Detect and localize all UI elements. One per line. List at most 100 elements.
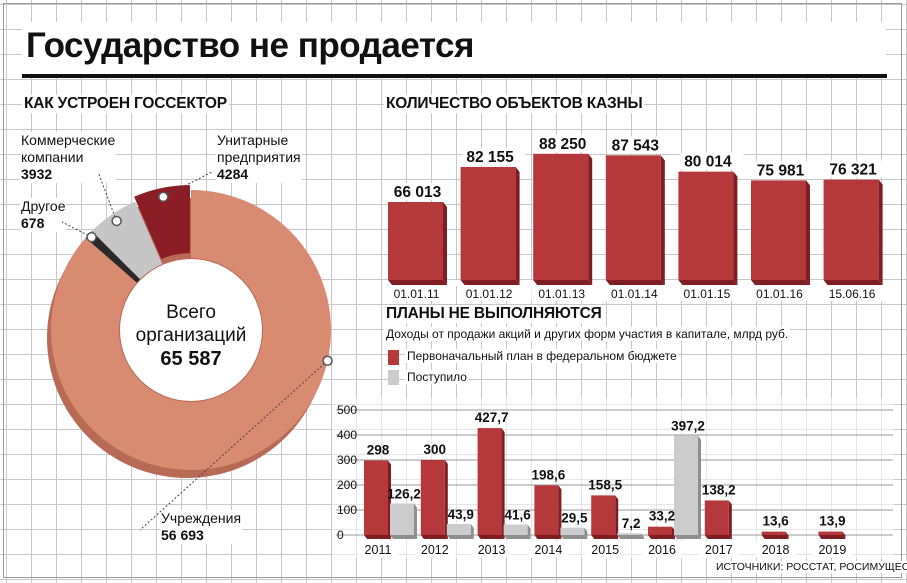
treasury-bar-side-0 (443, 201, 447, 285)
treasury-value-label-0: 66 013 (394, 184, 442, 201)
plans-ytick-5: 500 (337, 403, 357, 417)
plans-xtick-bg-1 (414, 542, 455, 557)
treasury-tick-label-1: 01.01.12 (466, 287, 513, 301)
commercial-marker (111, 215, 122, 227)
legend-label-plan: Первоначальный план в федеральном бюджет… (405, 349, 679, 363)
treasury-bar-bottom-4 (678, 280, 738, 285)
plans-bar-plan-2 (477, 428, 502, 535)
treasury-value-label-5: 75 981 (757, 162, 805, 179)
plans-bar-plan-8-bottom (818, 535, 846, 539)
treasury-bar-3 (605, 155, 661, 280)
treasury-value-bg-4 (680, 152, 744, 170)
treasury-bar-bottom-1 (460, 280, 520, 285)
legend-swatch-plan (388, 350, 399, 365)
treasury-bar-side-6 (878, 179, 883, 285)
treasury-tick-bg-5 (749, 286, 812, 301)
treasury-tick-bg-6 (821, 286, 885, 301)
label-institutions: Учреждения 56 693 (160, 510, 243, 544)
treasury-bar-6 (823, 179, 879, 280)
treasury-bar-4 (678, 171, 734, 280)
plans-bar-plan-2-side (501, 428, 505, 539)
plans-xtick-bg-5 (642, 542, 682, 557)
plans-value-received-4: 7,2 (622, 516, 641, 531)
plans-bar-received-2 (503, 524, 528, 535)
treasury-chart-title: КОЛИЧЕСТВО ОБЪЕКТОВ КАЗНЫ (384, 95, 645, 113)
plans-bar-received-2-side (527, 524, 531, 539)
plans-bar-received-5 (674, 435, 698, 535)
plans-value-received-2: 41,6 (504, 508, 531, 523)
plans-bar-plan-1 (420, 460, 445, 535)
treasury-bar-side-4 (733, 171, 738, 285)
value-other: 678 (21, 215, 45, 231)
value-commercial: 3932 (21, 166, 53, 182)
plans-bar-plan-0 (364, 460, 388, 535)
plans-bar-plan-6-side (728, 500, 732, 539)
value-unitary: 4284 (217, 166, 249, 182)
plans-bar-plan-1-side (444, 460, 448, 539)
plans-value-plan-1: 300 (424, 442, 447, 457)
label-unitary-line1: Унитарные (217, 132, 289, 148)
plans-bar-plan-8 (818, 531, 843, 535)
other-leader (61, 221, 92, 238)
treasury-tick-label-0: 01.01.11 (394, 287, 440, 301)
label-commercial-line1: Коммерческие (21, 132, 116, 148)
sources-note: ИСТОЧНИКИ: РОССТАТ, РОСИМУЩЕСТВО (714, 561, 907, 573)
treasury-tick-bg-0 (386, 286, 449, 301)
donut-chart-title: КАК УСТРОЕН ГОССЕКТОР (22, 95, 229, 113)
treasury-value-label-2: 88 250 (539, 136, 586, 153)
plans-ytick-2: 200 (337, 478, 357, 492)
plans-value-received-3: 29,5 (561, 511, 588, 526)
plans-bar-plan-3-side (558, 485, 562, 539)
plans-xtick-1: 2012 (421, 543, 449, 557)
plans-value-plan-3: 198,6 (532, 467, 566, 482)
plans-bar-plan-3-bottom (534, 535, 562, 539)
plans-bar-received-2-bottom (503, 535, 531, 539)
plans-xtick-8: 2019 (818, 543, 846, 557)
plans-bar-received-1-bottom (446, 535, 474, 539)
treasury-tick-bg-3 (603, 286, 667, 301)
plans-xtick-bg-3 (528, 542, 569, 557)
plans-xtick-6: 2017 (705, 543, 733, 557)
plans-value-plan-0: 298 (367, 443, 390, 458)
plans-bar-plan-2-bottom (477, 535, 505, 539)
treasury-value-label-4: 80 014 (684, 154, 732, 171)
plans-xtick-5: 2016 (648, 543, 676, 557)
label-unitary: Унитарные предприятия 4284 (216, 132, 302, 183)
label-commercial-line2: компании (21, 149, 84, 165)
treasury-bar-2 (533, 153, 589, 280)
treasury-bar-bottom-3 (605, 280, 665, 285)
treasury-bar-5 (751, 180, 806, 280)
treasury-tick-label-4: 01.01.15 (684, 287, 731, 301)
donut-center-label-2: организаций (136, 325, 247, 346)
plans-value-plan-5: 33,2 (649, 509, 675, 524)
plans-bar-received-5-side (698, 435, 701, 539)
plans-bar-plan-4-side (615, 495, 619, 539)
donut-slice-unitary (134, 185, 190, 260)
plans-xtick-bg-6 (698, 542, 739, 557)
label-unitary-line2: предприятия (217, 149, 301, 165)
donut-center-label-1: Всего (166, 302, 216, 323)
donut-hole (120, 259, 262, 401)
plans-xtick-2: 2013 (478, 543, 506, 557)
value-institutions: 56 693 (161, 527, 204, 543)
treasury-value-label-1: 82 155 (466, 149, 514, 166)
plans-bar-plan-4-bottom (591, 535, 619, 539)
plans-value-received-1: 43,9 (448, 507, 474, 522)
title-band (22, 22, 886, 74)
plans-bar-plan-0-bottom (364, 535, 391, 539)
donut-slice-institutions (50, 189, 331, 470)
plans-bar-received-5-bottom (674, 535, 701, 539)
treasury-value-bg-3 (607, 136, 671, 154)
plans-xtick-3: 2014 (534, 543, 562, 557)
plans-bar-plan-8-side (842, 531, 846, 539)
treasury-tick-label-3: 01.01.14 (611, 287, 658, 301)
plans-xtick-bg-4 (585, 542, 626, 557)
plans-bar-received-0-bottom (390, 535, 417, 539)
treasury-bar-bottom-2 (533, 280, 593, 285)
legend-swatch-received (388, 370, 399, 385)
plans-xtick-4: 2015 (591, 543, 619, 557)
plans-bar-plan-7-bottom (761, 535, 789, 539)
plans-value-plan-4: 158,5 (588, 477, 622, 492)
treasury-tick-bg-4 (676, 286, 740, 301)
treasury-tick-label-5: 01.01.16 (756, 287, 803, 301)
